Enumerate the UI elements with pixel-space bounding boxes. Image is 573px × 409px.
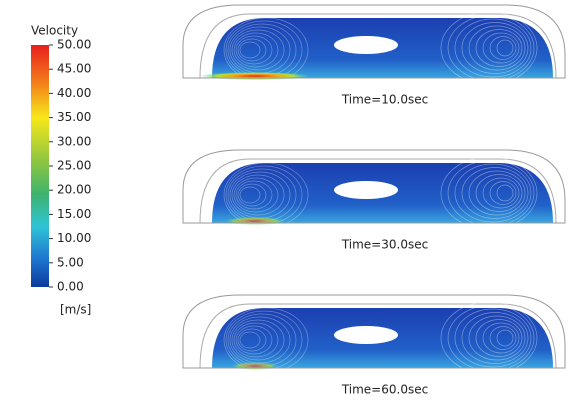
obstacle — [334, 326, 398, 344]
tick-label: 45.00 — [57, 62, 91, 76]
tick-label: 0.00 — [57, 280, 84, 294]
tick-label: 25.00 — [57, 159, 91, 173]
streamline — [237, 38, 267, 62]
tick-label: 30.00 — [57, 134, 91, 148]
streamline — [237, 183, 267, 207]
panel: Time=60.0sec — [182, 294, 566, 397]
tick-label: 40.00 — [57, 86, 91, 100]
streamline — [233, 32, 279, 68]
panel-caption: Time=60.0sec — [341, 383, 428, 397]
streamline — [447, 160, 535, 226]
tank-outline — [182, 294, 566, 369]
streamline — [468, 315, 526, 361]
tick-label: 5.00 — [57, 255, 84, 269]
streamline — [475, 174, 523, 212]
streamline — [454, 18, 532, 78]
panel: Time=30.0sec — [182, 149, 566, 252]
color-bar — [31, 45, 49, 287]
streamline — [482, 322, 520, 354]
streamline — [231, 319, 285, 361]
obstacle — [334, 181, 398, 199]
streamline — [475, 29, 523, 67]
streamline — [496, 184, 514, 202]
streamline — [233, 322, 279, 358]
jet — [200, 72, 310, 80]
streamline — [440, 301, 538, 375]
tank-inner — [199, 13, 557, 79]
streamline — [475, 319, 523, 357]
streamline — [489, 326, 517, 350]
streamline — [223, 162, 309, 228]
streamline — [239, 186, 261, 204]
streamline — [447, 15, 535, 81]
streamline — [233, 177, 279, 213]
streamline — [461, 312, 529, 364]
legend-unit: [m/s] — [60, 303, 91, 317]
streamline — [468, 25, 526, 71]
tick-label: 20.00 — [57, 183, 91, 197]
panels: Time=10.0sec Time=30.0sec Time=60.0sec — [182, 4, 566, 397]
streamline — [482, 32, 520, 64]
tank-inner — [199, 158, 557, 224]
panel: Time=10.0sec — [182, 4, 566, 107]
jet — [224, 217, 286, 225]
streamline — [235, 35, 273, 65]
streamline — [231, 174, 285, 216]
streamline — [237, 328, 267, 352]
obstacle — [334, 36, 398, 54]
panel-caption: Time=30.0sec — [341, 238, 428, 252]
tick-label: 50.00 — [57, 38, 91, 52]
legend-title: Velocity — [31, 24, 78, 38]
tick-label: 10.00 — [57, 231, 91, 245]
streamline — [489, 181, 517, 205]
streamline — [223, 17, 309, 83]
streamline — [447, 305, 535, 371]
streamline — [496, 39, 514, 57]
streamline — [454, 163, 532, 223]
tank-outline — [182, 4, 566, 79]
streamline — [461, 167, 529, 219]
streamline — [440, 11, 538, 85]
streamline — [235, 180, 273, 210]
streamline — [496, 329, 514, 347]
streamline — [231, 29, 285, 71]
streamline — [239, 331, 261, 349]
tank-inner — [199, 303, 557, 369]
streamline — [461, 22, 529, 74]
streamline — [239, 41, 261, 59]
streamline — [482, 177, 520, 209]
tick-label: 15.00 — [57, 207, 91, 221]
panel-caption: Time=10.0sec — [341, 93, 428, 107]
streamline — [489, 36, 517, 60]
tank-outline — [182, 149, 566, 224]
streamline — [223, 307, 309, 373]
legend-ticks: 50.00 45.00 40.00 35.00 30.00 25.00 20.00 15.00… — [49, 38, 91, 294]
streamline — [235, 325, 273, 355]
streamline — [454, 308, 532, 368]
streamline — [440, 156, 538, 230]
jet — [231, 362, 279, 370]
streamline — [468, 170, 526, 216]
tick-label: 35.00 — [57, 110, 91, 124]
